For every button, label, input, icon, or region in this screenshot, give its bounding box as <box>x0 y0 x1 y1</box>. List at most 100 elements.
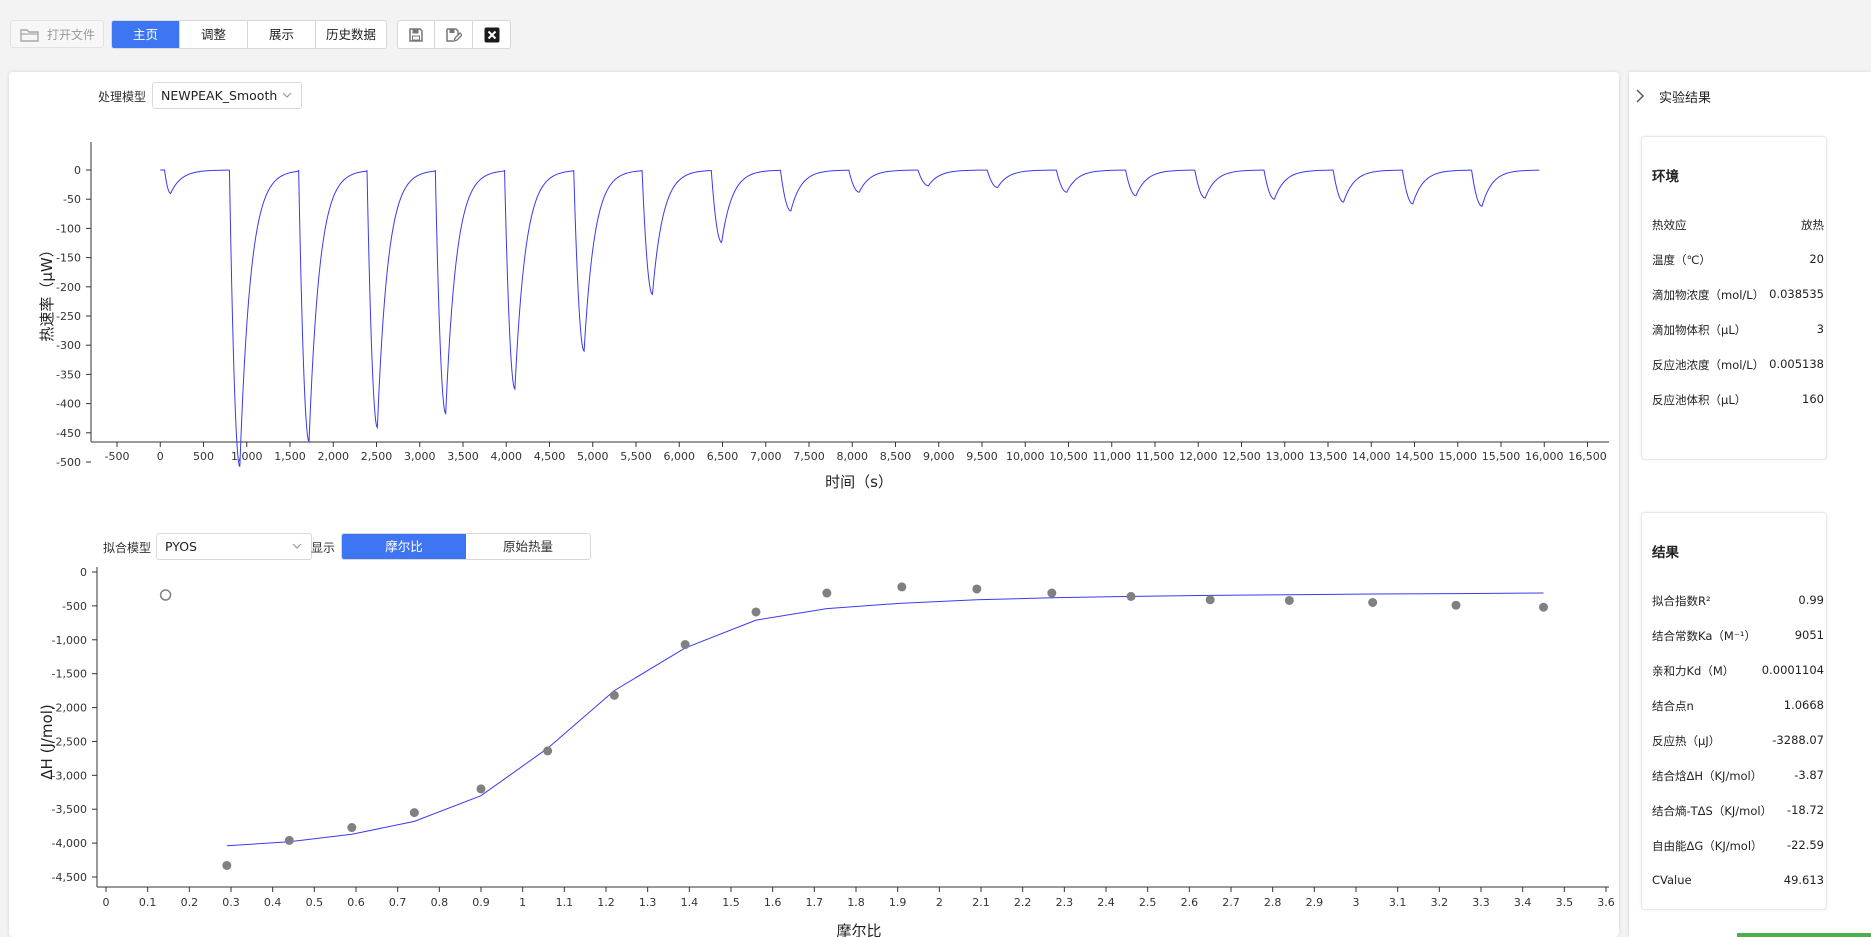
result-row-label: 拟合指数R² <box>1652 594 1711 608</box>
process-model-select[interactable]: NEWPEAK_Smooth <box>152 82 302 109</box>
results-title: 实验结果 <box>1659 91 1712 106</box>
x-axis-label: 摩尔比 <box>836 922 881 937</box>
y-tick-label: -3,000 <box>52 769 87 782</box>
x-tick-label: 2.7 <box>1222 896 1240 909</box>
tab-adjust[interactable]: 调整 <box>180 21 248 48</box>
result-row-value: 160 <box>1802 392 1824 406</box>
x-tick-label: 12,500 <box>1222 450 1261 463</box>
x-tick-label: 5,500 <box>620 450 652 463</box>
x-tick-label: 10,500 <box>1049 450 1088 463</box>
y-tick-label: -150 <box>56 252 81 265</box>
result-row-label: 热效应 <box>1652 218 1687 232</box>
data-point <box>822 588 832 598</box>
x-tick-label: -500 <box>105 450 130 463</box>
process-model-label: 处理模型 <box>98 90 147 104</box>
data-point <box>897 582 907 592</box>
fit-curve-line <box>226 592 1544 847</box>
environment-card: 环境 热效应 放热 温度（℃） 20 滴加物浓度（mol/L） 0.038535 滴加物体积… <box>1641 136 1827 460</box>
fit-model-select[interactable]: PYOS <box>156 533 312 560</box>
chevron-down-icon <box>282 92 292 98</box>
y-tick-label: 0 <box>74 164 81 177</box>
close-button[interactable] <box>473 20 511 49</box>
result-row-label: 亲和力Kd（M） <box>1652 664 1735 678</box>
x-tick-label: 1.6 <box>764 896 782 909</box>
display-molar-ratio-option[interactable]: 摩尔比 <box>342 534 466 559</box>
result-row-value: -18.72 <box>1786 803 1824 817</box>
x-tick-label: 0 <box>157 450 164 463</box>
data-point <box>972 584 982 594</box>
x-tick-label: 4,500 <box>534 450 566 463</box>
x-tick-label: 3.3 <box>1472 896 1490 909</box>
result-row-value: 3 <box>1816 322 1824 336</box>
result-row-value: 0.0001104 <box>1761 663 1824 677</box>
result-row-value: 9051 <box>1794 628 1824 642</box>
x-tick-label: 2,000 <box>318 450 350 463</box>
result-row-label: 反应池体积（μL） <box>1652 393 1747 407</box>
x-tick-label: 0.5 <box>306 896 324 909</box>
y-tick-label: -2,500 <box>52 735 87 748</box>
save-edit-icon <box>446 27 462 42</box>
y-tick-label: -1,000 <box>52 634 87 647</box>
x-tick-label: 2.1 <box>972 896 990 909</box>
display-label: 显示 <box>311 541 336 555</box>
result-row-label: 温度（℃） <box>1652 253 1711 267</box>
results-sidebar: 实验结果 环境 热效应 放热 温度（℃） 20 滴加物浓度（mol/L） 0.038535… <box>1629 72 1871 937</box>
result-row-value: 1.0668 <box>1783 698 1824 712</box>
x-tick-label: 2.3 <box>1056 896 1074 909</box>
x-tick-label: 0 <box>103 896 110 909</box>
x-tick-label: 2 <box>936 896 943 909</box>
fit-chart: 0 -500 -1,000 -1,500 -2,000 -2,500 -3,000 -3,50… <box>38 566 1615 937</box>
x-tick-label: 2.4 <box>1097 896 1115 909</box>
result-row-value: 20 <box>1809 252 1824 266</box>
open-file-button[interactable]: 打开文件 <box>10 20 104 48</box>
x-tick-label: 1,000 <box>231 450 263 463</box>
data-point <box>543 746 553 756</box>
y-tick-label: -250 <box>56 310 81 323</box>
x-tick-label: 14,500 <box>1395 450 1434 463</box>
heat-rate-series-line <box>160 169 1540 467</box>
result-row-value: 49.613 <box>1783 873 1824 887</box>
x-tick-label: 7,500 <box>793 450 825 463</box>
y-tick-label: -100 <box>56 222 81 235</box>
x-tick-label: 500 <box>193 450 214 463</box>
display-raw-heat-option[interactable]: 原始热量 <box>466 534 590 559</box>
data-point <box>1126 591 1136 601</box>
process-model-value: NEWPEAK_Smooth <box>161 88 278 103</box>
x-tick-label: 15,500 <box>1482 450 1521 463</box>
y-tick-label: -1,500 <box>52 668 87 681</box>
result-row-label: 滴加物体积（μL） <box>1652 323 1747 337</box>
x-tick-label: 16,500 <box>1568 450 1607 463</box>
x-tick-label: 2.5 <box>1139 896 1157 909</box>
result-row-value: 放热 <box>1801 218 1824 232</box>
tab-display[interactable]: 展示 <box>248 21 316 48</box>
save-button[interactable] <box>397 20 435 49</box>
x-tick-label: 2.6 <box>1181 896 1199 909</box>
x-tick-label: 7,000 <box>750 450 782 463</box>
x-tick-label: 10,000 <box>1006 450 1045 463</box>
x-tick-label: 13,000 <box>1266 450 1305 463</box>
x-tick-label: 3,000 <box>404 450 436 463</box>
tab-home[interactable]: 主页 <box>112 21 180 48</box>
data-point <box>347 823 357 833</box>
save-as-button[interactable] <box>435 20 473 49</box>
open-file-label: 打开文件 <box>47 28 96 42</box>
results-header[interactable]: 实验结果 <box>1629 82 1871 110</box>
data-point <box>609 690 619 700</box>
x-tick-label: 8,000 <box>837 450 869 463</box>
y-tick-label: -400 <box>56 398 81 411</box>
x-tick-label: 3.1 <box>1389 896 1407 909</box>
x-tick-label: 8,500 <box>880 450 912 463</box>
y-tick-label: -450 <box>56 427 81 440</box>
x-tick-label: 1.4 <box>681 896 699 909</box>
data-point <box>1539 602 1548 612</box>
result-row-value: -22.59 <box>1786 838 1824 852</box>
excluded-data-point <box>159 589 172 601</box>
x-tick-label: 3,500 <box>447 450 479 463</box>
x-tick-label: 3.2 <box>1431 896 1449 909</box>
y-tick-label: -50 <box>63 193 81 206</box>
tab-history[interactable]: 历史数据 <box>316 21 386 48</box>
x-tick-label: 13,500 <box>1309 450 1348 463</box>
result-row-label: 结合焓ΔH（KJ/mol） <box>1652 769 1763 783</box>
y-tick-label: -500 <box>62 600 87 613</box>
x-tick-label: 0.3 <box>222 896 240 909</box>
